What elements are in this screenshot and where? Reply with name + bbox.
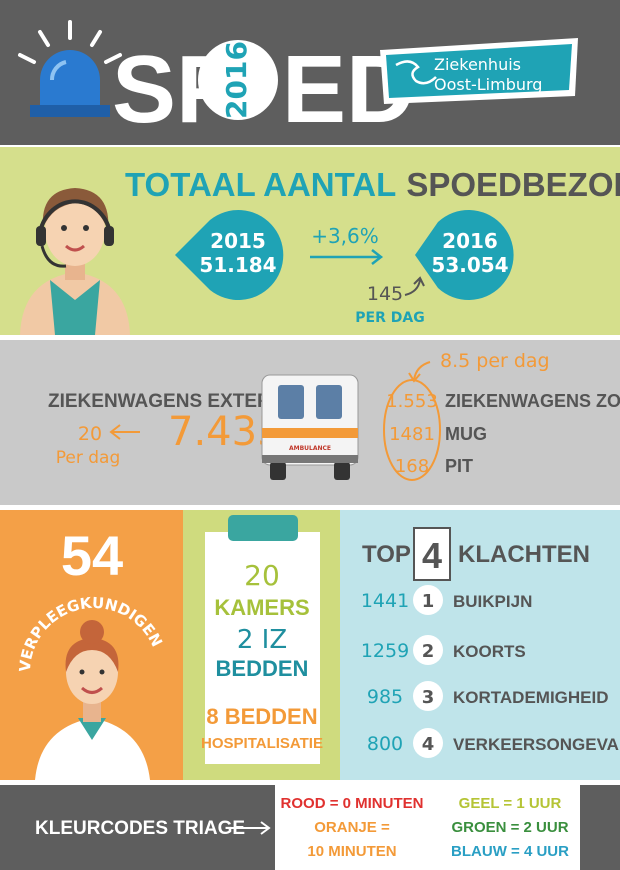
operator-figure — [20, 188, 130, 335]
ambulance-icon: AMBULANCE — [261, 374, 359, 480]
nurse-figure — [35, 620, 150, 780]
complaint-count: 1441 — [361, 590, 409, 612]
year: 2016 — [220, 41, 253, 119]
ambulance-list: 1.553 ZIEKENWAGENS ZOL 1481 MUG 168 PIT — [386, 391, 620, 477]
clipboard-clip — [228, 515, 298, 541]
complaint-rank: 4 — [422, 734, 435, 755]
rooms-label: KAMERS — [214, 595, 309, 620]
extern-per-day-label: Per dag — [56, 448, 121, 468]
arrow — [310, 249, 384, 265]
complaints-bg — [340, 510, 620, 780]
title-part: SPOEDBEZOEKEN — [406, 166, 620, 203]
rank-box — [413, 527, 451, 581]
visit-total: 53.054 — [431, 253, 508, 277]
triage-box — [275, 785, 580, 870]
logo-line: Oost-Limburg — [434, 75, 542, 94]
complaint-list: 1441 1 BUIKPIJN 1259 2 KOORTS 985 3 KORTADEMIGHE… — [361, 585, 620, 758]
clipboard — [205, 532, 320, 764]
iz-label: BEDDEN — [216, 656, 309, 681]
ambulance-label: MUG — [445, 424, 487, 444]
complaint-label: VERKEERSONGEVAL — [453, 735, 620, 754]
triage-title: KLEURCODES TRIAGE — [35, 818, 245, 839]
title-part: TOTAAL AANTAL — [125, 166, 396, 203]
badge — [175, 210, 284, 301]
year-label: 2015 — [210, 229, 266, 253]
ambulance-value: 1481 — [389, 424, 435, 445]
triage-code: ORANJE = — [314, 819, 390, 836]
title-o — [198, 40, 278, 120]
per-day-value: 145 — [367, 283, 403, 305]
ambulance-value: 1.553 — [386, 391, 438, 412]
rank-circle — [413, 585, 443, 615]
ambulance-value: 168 — [395, 456, 429, 477]
triage-code: 10 MINUTEN — [307, 843, 396, 860]
complaint-label: KORTADEMIGHEID — [453, 688, 609, 707]
logo-line: Ziekenhuis — [434, 55, 521, 74]
badge — [415, 210, 514, 300]
vehicle-text: AMBULANCE — [289, 445, 331, 452]
rank-circle — [413, 635, 443, 665]
complaint-label: KOORTS — [453, 642, 526, 661]
rank-circle — [413, 681, 443, 711]
siren-icon — [18, 20, 122, 117]
oval — [383, 379, 441, 481]
complaint-rank: 1 — [422, 591, 435, 612]
arrow — [404, 276, 425, 296]
triage-code: GROEN = 2 UUR — [451, 819, 568, 836]
complaint-count: 1259 — [361, 640, 409, 662]
visit-total: 51.184 — [199, 253, 276, 277]
rooms-value: 20 — [244, 559, 280, 592]
triage-code: ROOD = 0 MINUTEN — [281, 795, 424, 812]
complaint-label: BUIKPIJN — [453, 592, 532, 611]
complaint-count: 985 — [367, 686, 403, 708]
year-label: 2016 — [442, 229, 498, 253]
complaint-rank: 3 — [422, 687, 435, 708]
ambulance-label: ZIEKENWAGENS ZOL — [445, 391, 620, 411]
complaints-title: TOP — [362, 541, 411, 568]
arrow — [109, 424, 140, 440]
triage-code: GEEL = 1 UUR — [459, 795, 562, 812]
hosp-value: 8 BEDDEN — [206, 704, 317, 729]
extern-per-day-value: 20 — [78, 423, 102, 445]
per-day-label: PER DAG — [355, 310, 424, 326]
logo: Ziekenhuis Oost-Limburg — [380, 38, 578, 104]
complaints-title: KLACHTEN — [458, 541, 590, 568]
extern-label: ZIEKENWAGENS EXTERN — [48, 391, 284, 412]
ambulance-label: PIT — [445, 456, 473, 476]
staff-value: 54 — [61, 524, 123, 587]
hosp-label: HOSPITALISATIE — [201, 735, 323, 752]
rank-circle — [413, 728, 443, 758]
visits-title: TOTAAL AANTAL SPOEDBEZOEKEN — [125, 166, 620, 203]
complaint-rank: 2 — [422, 641, 435, 662]
complaint-count: 800 — [367, 733, 403, 755]
triage-codes: ROOD = 0 MINUTEN ORANJE = 10 MINUTEN GEEL =… — [281, 795, 570, 860]
change: +3,6% — [311, 224, 379, 248]
arrow — [230, 821, 271, 835]
iz-value: 2 IZ — [237, 625, 287, 655]
triage-code: BLAUW = 4 UUR — [451, 843, 569, 860]
intern-per-day: 8.5 per dag — [440, 350, 550, 372]
complaints-rank: 4 — [422, 535, 442, 576]
